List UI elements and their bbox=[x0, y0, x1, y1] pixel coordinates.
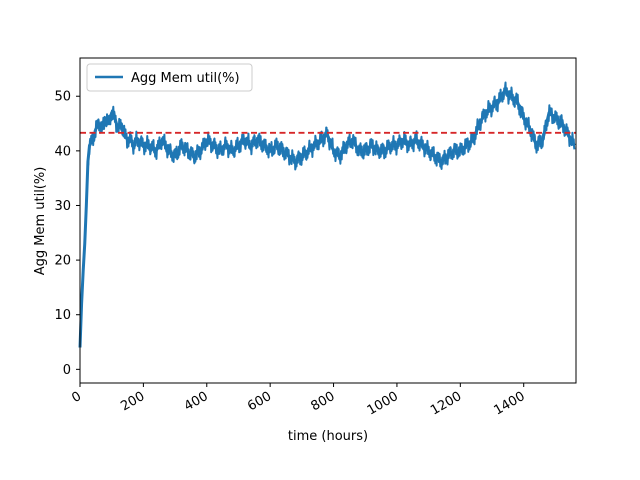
x-axis-label: time (hours) bbox=[288, 429, 368, 444]
legend-box bbox=[86, 63, 253, 92]
y-axis: 0 10 20 30 40 50 bbox=[54, 90, 80, 378]
plot-area bbox=[80, 58, 576, 383]
series-layer bbox=[78, 81, 576, 348]
plot-frame bbox=[79, 57, 577, 384]
series-line bbox=[78, 89, 576, 348]
y-tick-label: 0 bbox=[63, 363, 71, 378]
legend-label: Agg Mem util(%) bbox=[131, 71, 240, 86]
y-tick-label: 30 bbox=[54, 199, 71, 214]
y-axis-label: Agg Mem util(%) bbox=[33, 167, 48, 276]
y-tick-label: 50 bbox=[54, 90, 71, 105]
y-tick-label: 40 bbox=[54, 144, 71, 159]
y-tick-label: 10 bbox=[54, 308, 71, 323]
y-tick-label: 20 bbox=[54, 254, 71, 269]
legend: Agg Mem util(%) bbox=[86, 63, 253, 92]
